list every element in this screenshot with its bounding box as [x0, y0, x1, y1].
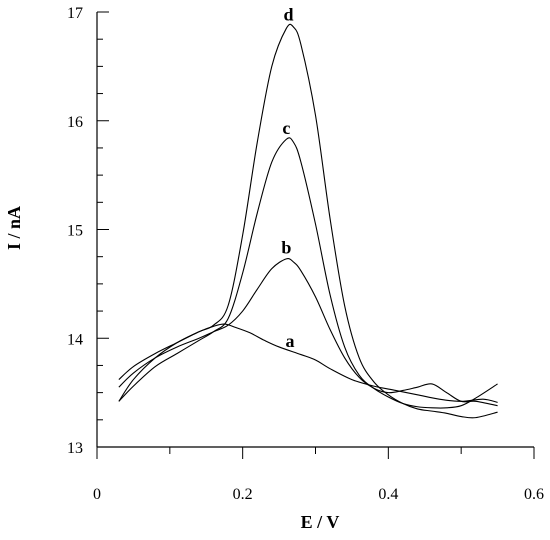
x-tick-label: 0.2 [233, 486, 253, 503]
y-tick-label: 17 [67, 5, 83, 22]
y-tick-label: 13 [67, 440, 83, 457]
ticks [96, 11, 535, 459]
y-axis-title: I / nA [4, 206, 24, 250]
curve-label-b: b [281, 237, 291, 257]
x-axis-title: E / V [301, 512, 340, 532]
curve-b [118, 258, 498, 407]
y-tick-label: 14 [67, 331, 83, 348]
tick-labels: 13 14 15 16 17 0 0.2 0.4 0.6 [67, 5, 544, 503]
y-tick-label: 15 [67, 223, 83, 240]
x-tick-label: 0 [93, 486, 101, 503]
curve-d [118, 23, 498, 419]
curve-label-c: c [282, 118, 290, 138]
curve-a [118, 323, 498, 403]
curve-labels: a b c d [281, 5, 294, 351]
x-tick-label: 0.4 [378, 486, 398, 503]
curve-label-d: d [284, 5, 294, 25]
curve-c [118, 137, 498, 409]
axes [96, 12, 534, 448]
curve-label-a: a [286, 331, 295, 351]
y-tick-label: 16 [67, 114, 83, 131]
x-tick-label: 0.6 [524, 486, 544, 503]
curves [118, 23, 498, 419]
